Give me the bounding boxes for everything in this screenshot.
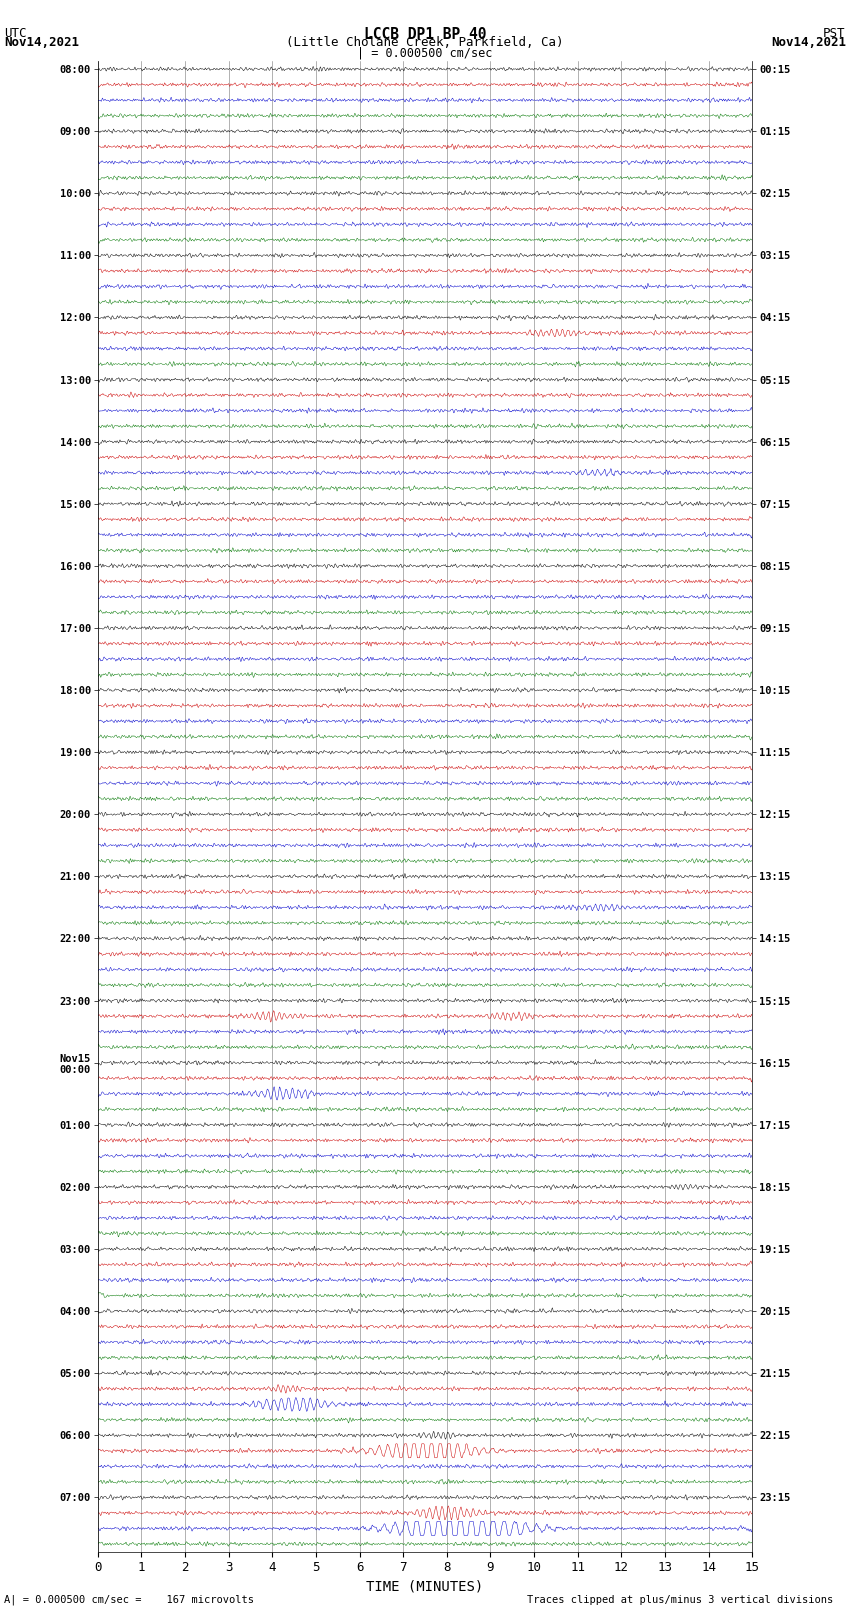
Text: Nov14,2021: Nov14,2021 [771, 37, 846, 50]
X-axis label: TIME (MINUTES): TIME (MINUTES) [366, 1581, 484, 1594]
Text: Nov14,2021: Nov14,2021 [4, 37, 79, 50]
Text: PST: PST [824, 26, 846, 40]
Text: | = 0.000500 cm/sec: | = 0.000500 cm/sec [357, 47, 493, 60]
Text: LCCB DP1 BP 40: LCCB DP1 BP 40 [364, 26, 486, 42]
Text: A| = 0.000500 cm/sec =    167 microvolts: A| = 0.000500 cm/sec = 167 microvolts [4, 1594, 254, 1605]
Text: (Little Cholane Creek, Parkfield, Ca): (Little Cholane Creek, Parkfield, Ca) [286, 37, 564, 50]
Text: UTC: UTC [4, 26, 26, 40]
Text: Traces clipped at plus/minus 3 vertical divisions: Traces clipped at plus/minus 3 vertical … [527, 1595, 833, 1605]
